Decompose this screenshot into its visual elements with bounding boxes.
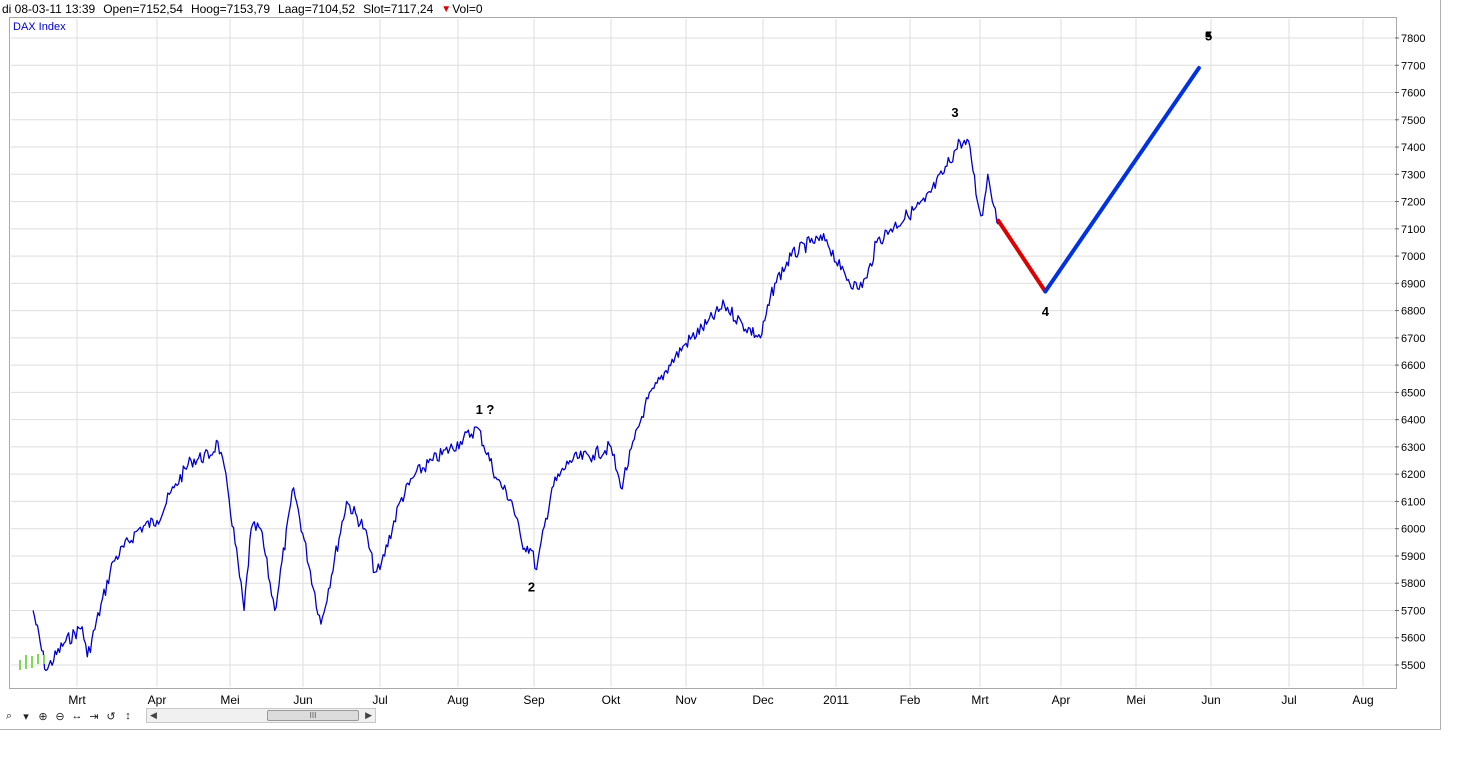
y-tick-label: 6800 bbox=[1401, 306, 1425, 318]
quote-datetime: di 08-03-11 13:39 bbox=[2, 2, 96, 16]
zoom-out-icon[interactable]: ⊖ bbox=[55, 710, 65, 723]
x-tick-label: Apr bbox=[148, 693, 167, 707]
chart-toolbar: ⌕ ▾ ⊕ ⊖ ↔ ⇥ ↺ ↕ bbox=[2, 707, 382, 725]
start-marker-bar bbox=[31, 656, 33, 668]
y-tick-label: 7400 bbox=[1401, 142, 1425, 154]
x-tick-label: Mrt bbox=[971, 693, 989, 707]
dropdown-icon[interactable]: ▾ bbox=[23, 710, 29, 723]
y-tick-label: 6300 bbox=[1401, 442, 1425, 454]
x-tick-label: Mei bbox=[1126, 693, 1145, 707]
price-chart[interactable]: Mrt Apr Mei Jun Jul Aug Sep Okt Nov Dec 2011 Feb Mrt… bbox=[0, 0, 1458, 730]
start-marker-bar bbox=[37, 654, 39, 664]
x-tick-label: Apr bbox=[1052, 693, 1071, 707]
y-tick-label: 7300 bbox=[1401, 169, 1425, 181]
y-tick-label: 7800 bbox=[1401, 33, 1425, 45]
quote-high: Hoog=7153,79 bbox=[190, 2, 271, 16]
window-bottom-border bbox=[0, 729, 1441, 730]
y-tick-label: 5500 bbox=[1401, 660, 1425, 672]
x-tick-label: Mrt bbox=[68, 693, 86, 707]
y-tick-label: 6600 bbox=[1401, 360, 1425, 372]
x-tick-label: Aug bbox=[1352, 693, 1373, 707]
start-marker-bar bbox=[43, 655, 45, 664]
x-tick-label: Aug bbox=[447, 693, 468, 707]
x-tick-label: Jul bbox=[1281, 693, 1296, 707]
x-tick-label: 2011 bbox=[823, 693, 849, 707]
x-tick-label: Jun bbox=[293, 693, 312, 707]
x-tick-label: Jul bbox=[372, 693, 387, 707]
y-tick-label: 7700 bbox=[1401, 60, 1425, 72]
y-tick-label: 7000 bbox=[1401, 251, 1425, 263]
zoom-in-icon[interactable]: ⊕ bbox=[38, 710, 48, 723]
y-tick-label: 7100 bbox=[1401, 224, 1425, 236]
y-tick-label: 5700 bbox=[1401, 605, 1425, 617]
wave-label: 5 bbox=[1205, 29, 1212, 44]
scroll-thumb[interactable]: III bbox=[267, 710, 359, 721]
y-tick-label: 6500 bbox=[1401, 387, 1425, 399]
wave-label: 4 bbox=[1042, 304, 1050, 319]
y-tick-label: 7600 bbox=[1401, 88, 1425, 100]
y-tick-label: 5800 bbox=[1401, 578, 1425, 590]
y-tick-label: 6100 bbox=[1401, 496, 1425, 508]
quote-close: Slot=7117,24 bbox=[363, 2, 434, 16]
go-end-icon[interactable]: ⇥ bbox=[89, 710, 99, 723]
y-tick-label: 5900 bbox=[1401, 551, 1425, 563]
y-tick-label: 7500 bbox=[1401, 115, 1425, 127]
down-arrow-icon: ▼ bbox=[441, 3, 452, 15]
x-tick-label: Dec bbox=[752, 693, 773, 707]
x-tick-label: Nov bbox=[675, 693, 696, 707]
projection-up-line bbox=[1043, 66, 1201, 294]
chart-area[interactable] bbox=[9, 17, 1397, 689]
wave-5-marker bbox=[1205, 32, 1211, 38]
fit-vertical-icon[interactable]: ↕ bbox=[125, 710, 131, 722]
x-tick-label: Feb bbox=[900, 693, 921, 707]
y-tick-label: 7200 bbox=[1401, 197, 1425, 209]
start-marker-bar bbox=[19, 660, 21, 670]
x-tick-label: Jun bbox=[1201, 693, 1220, 707]
horizontal-scrollbar[interactable]: ◀ III ▶ bbox=[146, 708, 376, 723]
y-tick-label: 6700 bbox=[1401, 333, 1425, 345]
wave-label: 2 bbox=[528, 579, 535, 594]
quote-volume-group: ▼ Vol=0 bbox=[441, 2, 482, 16]
wave-label: 3 bbox=[951, 105, 958, 120]
scroll-left-icon[interactable]: ◀ bbox=[150, 710, 157, 720]
price-series-line bbox=[32, 138, 999, 672]
x-tick-label: Sep bbox=[523, 693, 545, 707]
projection-down-line bbox=[996, 218, 1048, 294]
series-label: DAX Index bbox=[13, 21, 66, 33]
start-marker-bar bbox=[25, 655, 27, 669]
scroll-grip: III bbox=[309, 711, 317, 720]
quote-open: Open=7152,54 bbox=[103, 2, 183, 16]
y-tick-label: 6900 bbox=[1401, 278, 1425, 290]
y-tick-label: 6200 bbox=[1401, 469, 1425, 481]
wave-label: 1 ? bbox=[476, 402, 495, 417]
x-tick-label: Mei bbox=[220, 693, 239, 707]
quote-volume: Vol=0 bbox=[452, 2, 483, 16]
x-tick-label: Okt bbox=[602, 693, 621, 707]
y-tick-label: 6400 bbox=[1401, 415, 1425, 427]
scroll-right-icon[interactable]: ▶ bbox=[365, 710, 372, 720]
y-tick-label: 6000 bbox=[1401, 524, 1425, 536]
fit-horizontal-icon[interactable]: ↔ bbox=[71, 710, 83, 722]
zoom-icon[interactable]: ⌕ bbox=[5, 709, 13, 722]
quote-info-bar: di 08-03-11 13:39 Open=7152,54 Hoog=7153… bbox=[2, 1, 483, 17]
reset-icon[interactable]: ↺ bbox=[106, 710, 116, 723]
quote-low: Laag=7104,52 bbox=[278, 2, 356, 16]
y-tick-label: 5600 bbox=[1401, 633, 1425, 645]
window-right-border bbox=[1440, 0, 1441, 730]
